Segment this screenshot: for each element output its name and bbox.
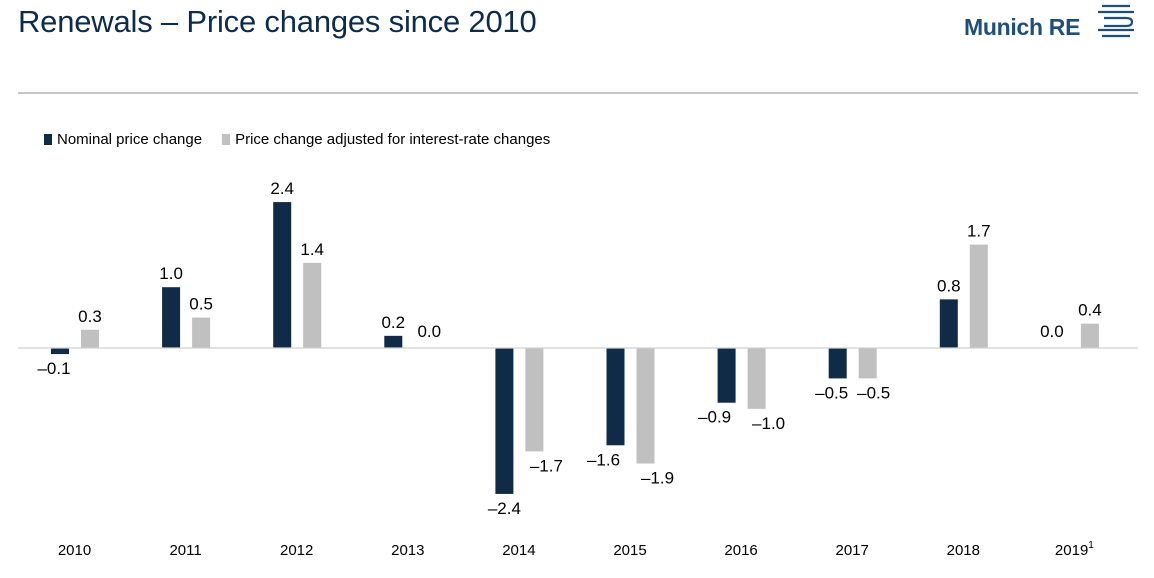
legend-item-adjusted: Price change adjusted for interest-rate … [222, 131, 550, 148]
value-label-adjusted-2010: 0.3 [78, 307, 102, 326]
x-tick-label-2012: 2012 [280, 542, 313, 559]
chart-legend: Nominal price change Price change adjust… [44, 131, 570, 148]
legend-swatch-adjusted [222, 134, 231, 145]
value-label-adjusted-2017: –0.5 [857, 383, 890, 402]
header-divider [18, 92, 1138, 94]
value-label-nominal-2014: –2.4 [488, 499, 521, 518]
bar-adjusted-2012 [303, 262, 322, 348]
bar-nominal-2018 [939, 299, 958, 348]
value-label-nominal-2017: –0.5 [815, 383, 848, 402]
munich-re-logo: Munich RE [964, 2, 1140, 46]
x-tick-label-2015: 2015 [613, 542, 646, 559]
value-label-nominal-2011: 1.0 [159, 264, 183, 283]
x-tick-label-2017: 2017 [836, 542, 869, 559]
value-label-nominal-2013: 0.2 [381, 313, 405, 332]
legend-label-nominal: Nominal price change [57, 131, 203, 148]
logo-text: Munich RE [964, 14, 1081, 40]
value-label-nominal-2016: –0.9 [698, 408, 731, 427]
x-tick-label-2014: 2014 [502, 542, 535, 559]
bar-adjusted-2019 [1080, 323, 1099, 348]
bar-adjusted-2017 [858, 348, 877, 379]
bar-nominal-2014 [495, 348, 514, 494]
value-label-nominal-2018: 0.8 [937, 276, 961, 295]
x-tick-label-2010: 2010 [58, 542, 91, 559]
bar-nominal-2011 [162, 287, 181, 348]
legend-item-nominal: Nominal price change [44, 131, 202, 148]
value-label-nominal-2015: –1.6 [587, 450, 620, 469]
bar-adjusted-2015 [636, 348, 655, 464]
munich-re-emblem-icon [1098, 4, 1134, 38]
x-tick-label-2019: 20191 [1055, 540, 1094, 559]
value-label-adjusted-2012: 1.4 [300, 240, 324, 259]
value-label-adjusted-2011: 0.5 [189, 295, 213, 314]
x-tick-label-2013: 2013 [391, 542, 424, 559]
x-tick-label-2016: 2016 [724, 542, 757, 559]
bar-adjusted-2016 [747, 348, 766, 409]
legend-label-adjusted: Price change adjusted for interest-rate … [235, 131, 551, 148]
legend-swatch-nominal [44, 134, 52, 145]
bar-nominal-2013 [384, 335, 403, 348]
value-label-adjusted-2015: –1.9 [641, 469, 674, 488]
value-label-adjusted-2014: –1.7 [530, 456, 563, 475]
value-label-nominal-2012: 2.4 [270, 179, 294, 198]
bar-nominal-2015 [606, 348, 625, 446]
bar-nominal-2016 [717, 348, 736, 403]
value-label-nominal-2010: –0.1 [37, 359, 70, 378]
bar-adjusted-2011 [192, 317, 211, 348]
value-label-adjusted-2016: –1.0 [752, 414, 785, 433]
value-label-adjusted-2013: 0.0 [417, 322, 441, 341]
value-label-adjusted-2018: 1.7 [967, 222, 991, 241]
x-tick-label-2018: 2018 [947, 542, 980, 559]
page-title: Renewals – Price changes since 2010 [18, 4, 537, 39]
bar-nominal-2010 [51, 348, 69, 355]
bar-nominal-2012 [273, 202, 292, 348]
x-tick-label-2011: 2011 [169, 542, 201, 559]
bar-nominal-2017 [828, 348, 847, 379]
bar-adjusted-2014 [525, 348, 544, 452]
bar-adjusted-2018 [969, 244, 988, 348]
bar-adjusted-2010 [81, 329, 99, 348]
value-label-adjusted-2019: 0.4 [1078, 301, 1102, 320]
value-label-nominal-2019: 0.0 [1040, 322, 1064, 341]
